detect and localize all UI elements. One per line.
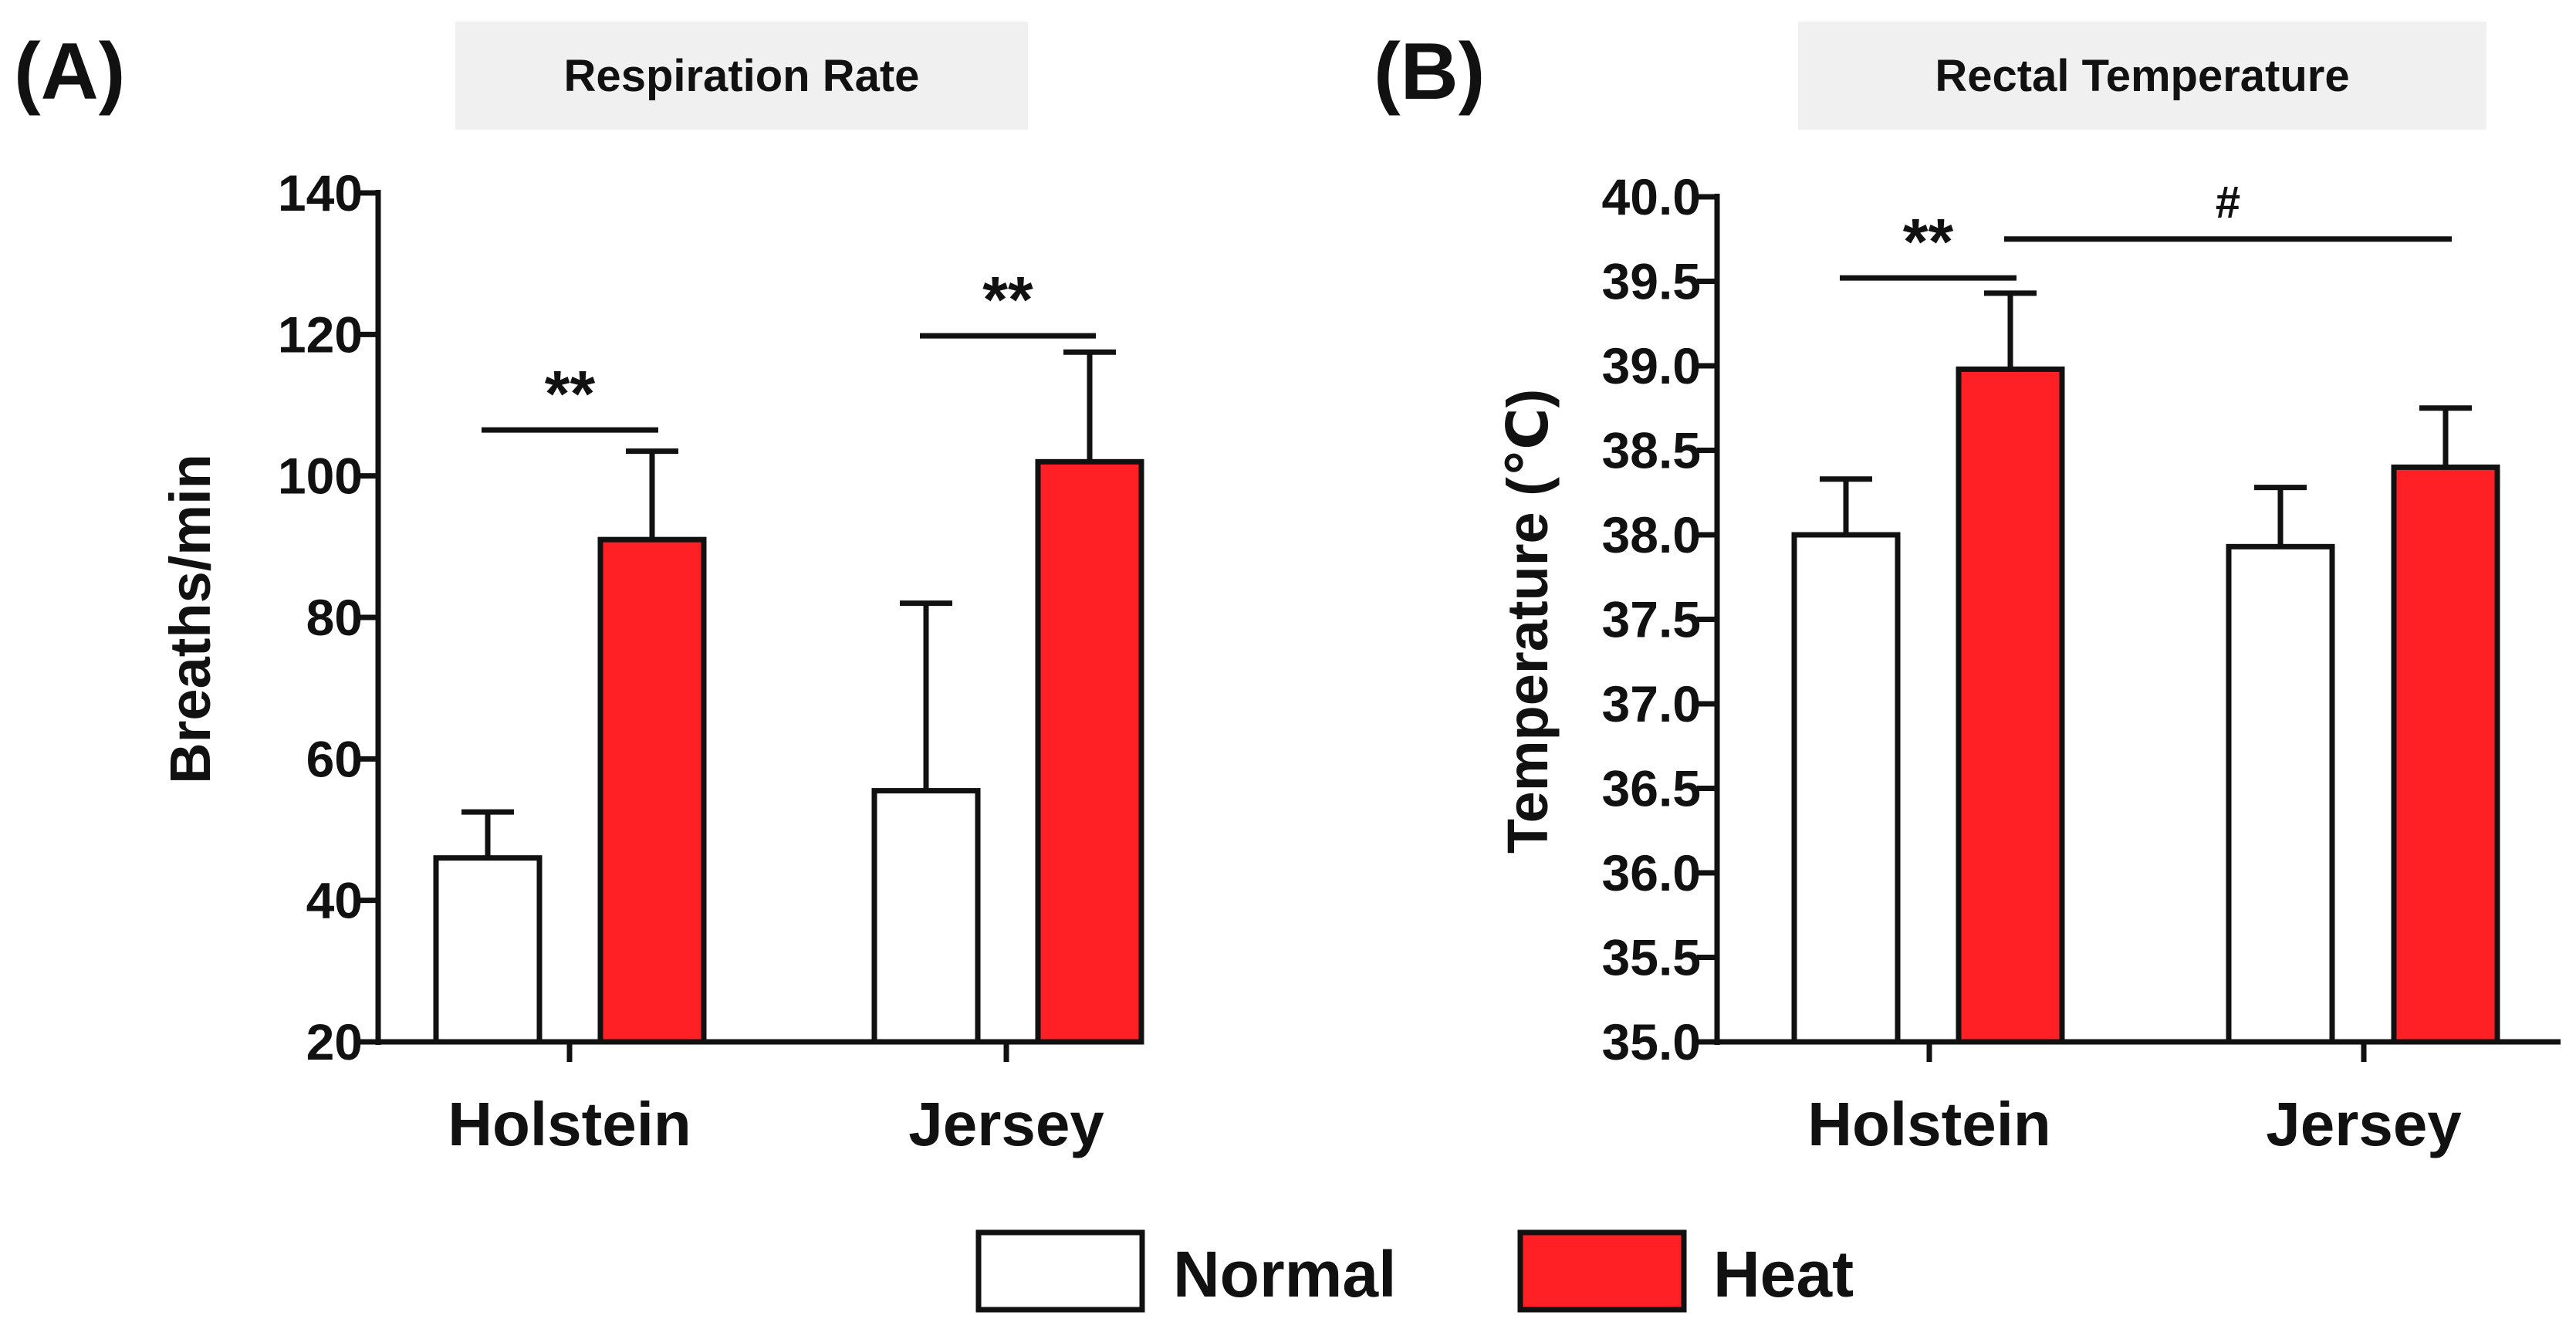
legend-swatch-normal — [975, 1229, 1145, 1313]
chart-b-plot: 35.0 35.5 36.0 36.5 37.0 37.5 38.0 38.5 39.0 39.5… — [1602, 168, 2561, 1070]
chart-b-y-tick-label: 39.5 — [1602, 253, 1701, 310]
panel-label-a: (A) — [14, 27, 125, 117]
chart-b-bar-normal-jersey — [2226, 543, 2335, 1045]
chart-a-y-tick-label: 80 — [306, 589, 363, 646]
chart-a-bar-heat-jersey — [1035, 458, 1144, 1045]
chart-b-bar-heat-holstein — [1956, 366, 2065, 1045]
chart-b-y-tick-label: 38.5 — [1602, 422, 1701, 479]
chart-b-significance-label-1: # — [2216, 178, 2240, 228]
chart-a-y-tick-label: 40 — [306, 872, 363, 929]
chart-a-y-tick-label: 20 — [306, 1013, 363, 1070]
chart-b-significance-label-0: ** — [1903, 205, 1954, 278]
chart-a-bar-normal-jersey — [871, 788, 981, 1045]
chart-a-title: Respiration Rate — [564, 51, 920, 101]
legend-label-heat: Heat — [1713, 1238, 1854, 1310]
chart-a-y-axis-label: Breaths/min — [158, 454, 222, 784]
chart-b-title-box — [1798, 22, 2486, 130]
chart-a-plot: 20 40 60 80 100 120 140 ** ** — [278, 164, 1144, 1070]
chart-b-y-axis-label: Temperature (℃) — [1496, 389, 1560, 854]
chart-a-significance-label-0: ** — [545, 357, 596, 430]
chart-b-y-tick-label: 35.0 — [1602, 1013, 1701, 1070]
chart-b-x-tick-jersey: Jersey — [2266, 1090, 2462, 1158]
chart-b-bar-normal-holstein — [1791, 532, 1901, 1045]
legend-swatch-heat — [1517, 1229, 1687, 1313]
legend: Normal Heat — [975, 1229, 1854, 1313]
chart-b-y-tick-label: 36.0 — [1602, 844, 1701, 901]
chart-a-y-tick-label: 120 — [278, 306, 363, 363]
chart-b-y-tick-label: 38.0 — [1602, 506, 1701, 563]
chart-a-significance-label-1: ** — [982, 263, 1033, 336]
chart-a-y-tick-label: 100 — [278, 448, 363, 505]
chart-b-x-tick-holstein: Holstein — [1807, 1090, 2051, 1158]
chart-b-y-tick-label: 37.0 — [1602, 675, 1701, 732]
chart-b-y-tick-label: 36.5 — [1602, 760, 1701, 817]
chart-b-y-tick-label: 40.0 — [1602, 168, 1701, 225]
chart-a-x-tick-holstein: Holstein — [448, 1090, 691, 1158]
chart-a-title-box — [455, 22, 1028, 130]
chart-b-y-tick-label: 35.5 — [1602, 929, 1701, 986]
chart-a-bar-normal-holstein — [433, 855, 543, 1045]
chart-b-y-tick-label: 39.0 — [1602, 337, 1701, 394]
panel-label-b: (B) — [1374, 27, 1485, 117]
chart-b-title: Rectal Temperature — [1935, 51, 2349, 101]
chart-a-x-tick-jersey: Jersey — [908, 1090, 1104, 1158]
chart-a-y-tick-label: 140 — [278, 164, 363, 221]
chart-b-bar-heat-jersey — [2391, 464, 2500, 1045]
chart-a-bar-heat-holstein — [597, 536, 707, 1045]
chart-b-y-tick-label: 37.5 — [1602, 591, 1701, 648]
legend-label-normal: Normal — [1173, 1238, 1396, 1310]
chart-a-y-tick-label: 60 — [306, 730, 363, 787]
